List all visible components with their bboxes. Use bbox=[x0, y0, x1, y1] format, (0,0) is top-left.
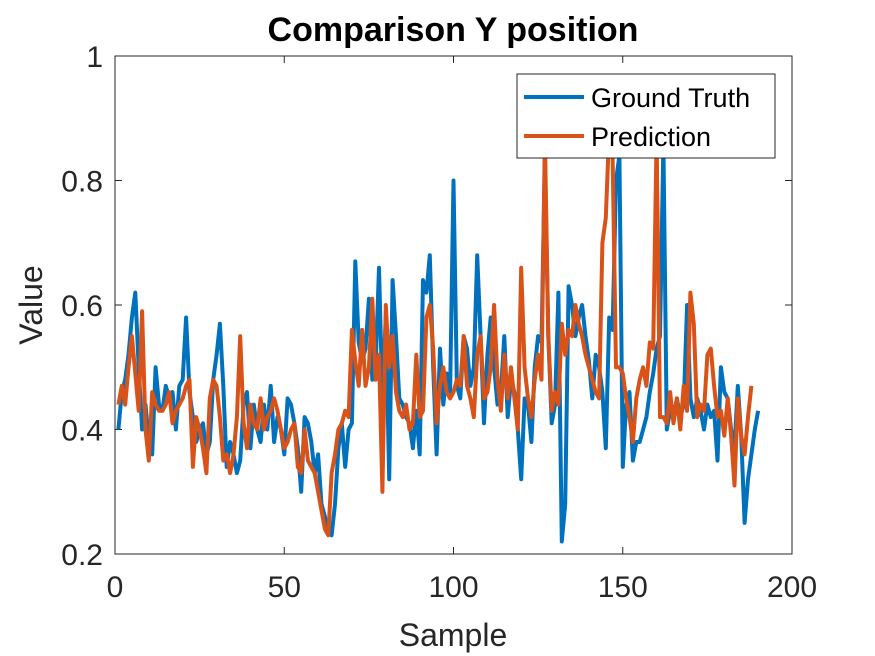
x-tick-label: 200 bbox=[767, 571, 817, 604]
x-tick-label: 100 bbox=[428, 571, 478, 604]
y-axis-label: Value bbox=[13, 265, 49, 344]
y-tick-label: 0.6 bbox=[61, 290, 103, 323]
chart-title: Comparison Y position bbox=[268, 11, 639, 49]
x-axis-label: Sample bbox=[399, 617, 508, 653]
legend: Ground Truth Prediction bbox=[516, 73, 776, 159]
y-tick-label: 0.2 bbox=[61, 539, 103, 572]
x-tick-label: 50 bbox=[268, 571, 301, 604]
y-tick-label: 0.4 bbox=[61, 415, 103, 448]
series-line-prediction bbox=[116, 128, 754, 538]
y-tick-label: 1 bbox=[86, 41, 103, 74]
legend-label-prediction: Prediction bbox=[591, 122, 711, 152]
legend-box bbox=[516, 73, 776, 159]
x-tick-label: 0 bbox=[107, 571, 124, 604]
x-tick-label: 150 bbox=[598, 571, 648, 604]
y-tick-label: 0.8 bbox=[61, 166, 103, 199]
legend-label-ground-truth: Ground Truth bbox=[591, 83, 750, 113]
